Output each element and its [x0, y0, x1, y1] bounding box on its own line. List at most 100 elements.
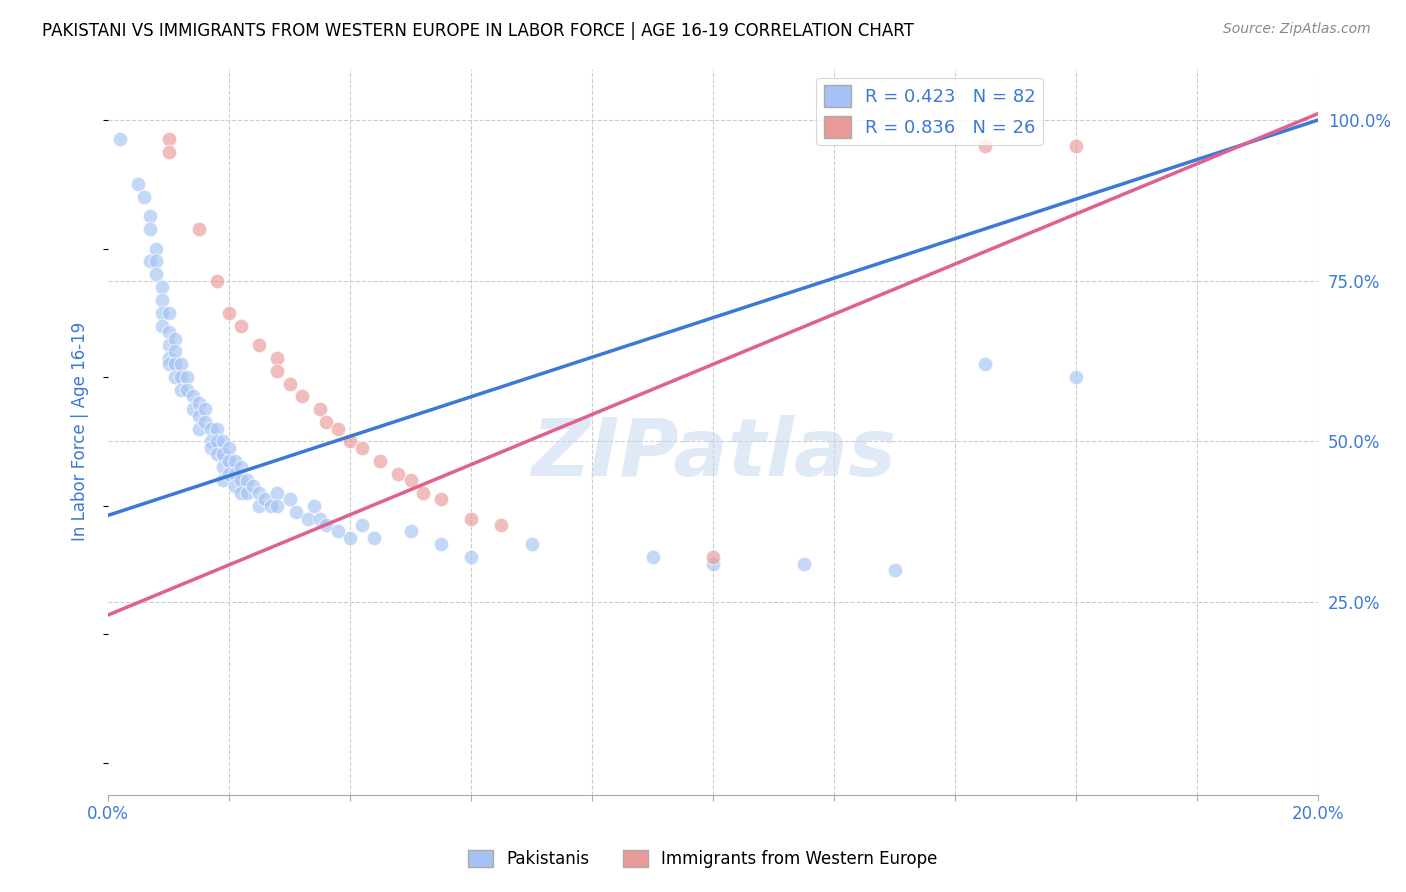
- Point: [212, 434, 235, 449]
- Point: [315, 518, 337, 533]
- Point: [974, 138, 997, 153]
- Point: [187, 222, 209, 236]
- Legend: Pakistanis, Immigrants from Western Europe: Pakistanis, Immigrants from Western Euro…: [461, 843, 945, 875]
- Point: [169, 357, 191, 371]
- Point: [181, 402, 204, 417]
- Point: [139, 210, 162, 224]
- Point: [339, 434, 361, 449]
- Point: [108, 132, 131, 146]
- Point: [187, 409, 209, 423]
- Point: [368, 454, 391, 468]
- Point: [152, 280, 174, 294]
- Point: [247, 338, 270, 352]
- Point: [460, 550, 482, 565]
- Point: [139, 222, 162, 236]
- Point: [224, 479, 246, 493]
- Point: [200, 434, 222, 449]
- Point: [212, 473, 235, 487]
- Point: [339, 531, 361, 545]
- Text: Source: ZipAtlas.com: Source: ZipAtlas.com: [1223, 22, 1371, 37]
- Point: [212, 460, 235, 475]
- Point: [218, 306, 240, 320]
- Point: [229, 318, 252, 333]
- Point: [152, 293, 174, 307]
- Y-axis label: In Labor Force | Age 16-19: In Labor Force | Age 16-19: [72, 322, 89, 541]
- Point: [218, 441, 240, 455]
- Point: [702, 557, 724, 571]
- Point: [278, 492, 301, 507]
- Point: [460, 511, 482, 525]
- Point: [139, 254, 162, 268]
- Point: [152, 318, 174, 333]
- Point: [205, 447, 228, 461]
- Point: [308, 511, 330, 525]
- Point: [430, 492, 453, 507]
- Point: [1064, 370, 1087, 384]
- Point: [308, 402, 330, 417]
- Point: [157, 357, 180, 371]
- Point: [163, 357, 186, 371]
- Point: [152, 306, 174, 320]
- Point: [315, 415, 337, 429]
- Point: [266, 486, 288, 500]
- Point: [266, 351, 288, 365]
- Point: [236, 486, 259, 500]
- Point: [247, 499, 270, 513]
- Point: [266, 364, 288, 378]
- Point: [205, 434, 228, 449]
- Point: [218, 467, 240, 481]
- Point: [200, 441, 222, 455]
- Text: PAKISTANI VS IMMIGRANTS FROM WESTERN EUROPE IN LABOR FORCE | AGE 16-19 CORRELATI: PAKISTANI VS IMMIGRANTS FROM WESTERN EUR…: [42, 22, 914, 40]
- Point: [412, 486, 434, 500]
- Point: [134, 190, 156, 204]
- Point: [187, 396, 209, 410]
- Point: [194, 402, 217, 417]
- Point: [145, 267, 167, 281]
- Point: [491, 518, 513, 533]
- Point: [520, 537, 543, 551]
- Point: [157, 145, 180, 160]
- Point: [266, 499, 288, 513]
- Point: [163, 332, 186, 346]
- Point: [363, 531, 385, 545]
- Point: [1064, 138, 1087, 153]
- Point: [169, 383, 191, 397]
- Point: [302, 499, 325, 513]
- Point: [284, 505, 307, 519]
- Point: [641, 550, 664, 565]
- Point: [326, 524, 349, 539]
- Point: [187, 421, 209, 435]
- Point: [702, 550, 724, 565]
- Point: [145, 254, 167, 268]
- Point: [254, 492, 277, 507]
- Point: [229, 473, 252, 487]
- Point: [291, 389, 314, 403]
- Point: [176, 370, 198, 384]
- Point: [169, 370, 191, 384]
- Point: [157, 306, 180, 320]
- Point: [297, 511, 319, 525]
- Point: [352, 518, 374, 533]
- Point: [200, 421, 222, 435]
- Point: [181, 389, 204, 403]
- Text: ZIPatlas: ZIPatlas: [530, 415, 896, 492]
- Point: [430, 537, 453, 551]
- Point: [157, 338, 180, 352]
- Point: [205, 421, 228, 435]
- Point: [399, 473, 422, 487]
- Point: [127, 178, 149, 192]
- Point: [242, 479, 264, 493]
- Point: [157, 132, 180, 146]
- Point: [205, 274, 228, 288]
- Point: [176, 383, 198, 397]
- Point: [229, 486, 252, 500]
- Point: [224, 467, 246, 481]
- Point: [399, 524, 422, 539]
- Point: [194, 415, 217, 429]
- Point: [326, 421, 349, 435]
- Point: [163, 370, 186, 384]
- Point: [212, 447, 235, 461]
- Point: [145, 242, 167, 256]
- Legend: R = 0.423   N = 82, R = 0.836   N = 26: R = 0.423 N = 82, R = 0.836 N = 26: [817, 78, 1043, 145]
- Point: [278, 376, 301, 391]
